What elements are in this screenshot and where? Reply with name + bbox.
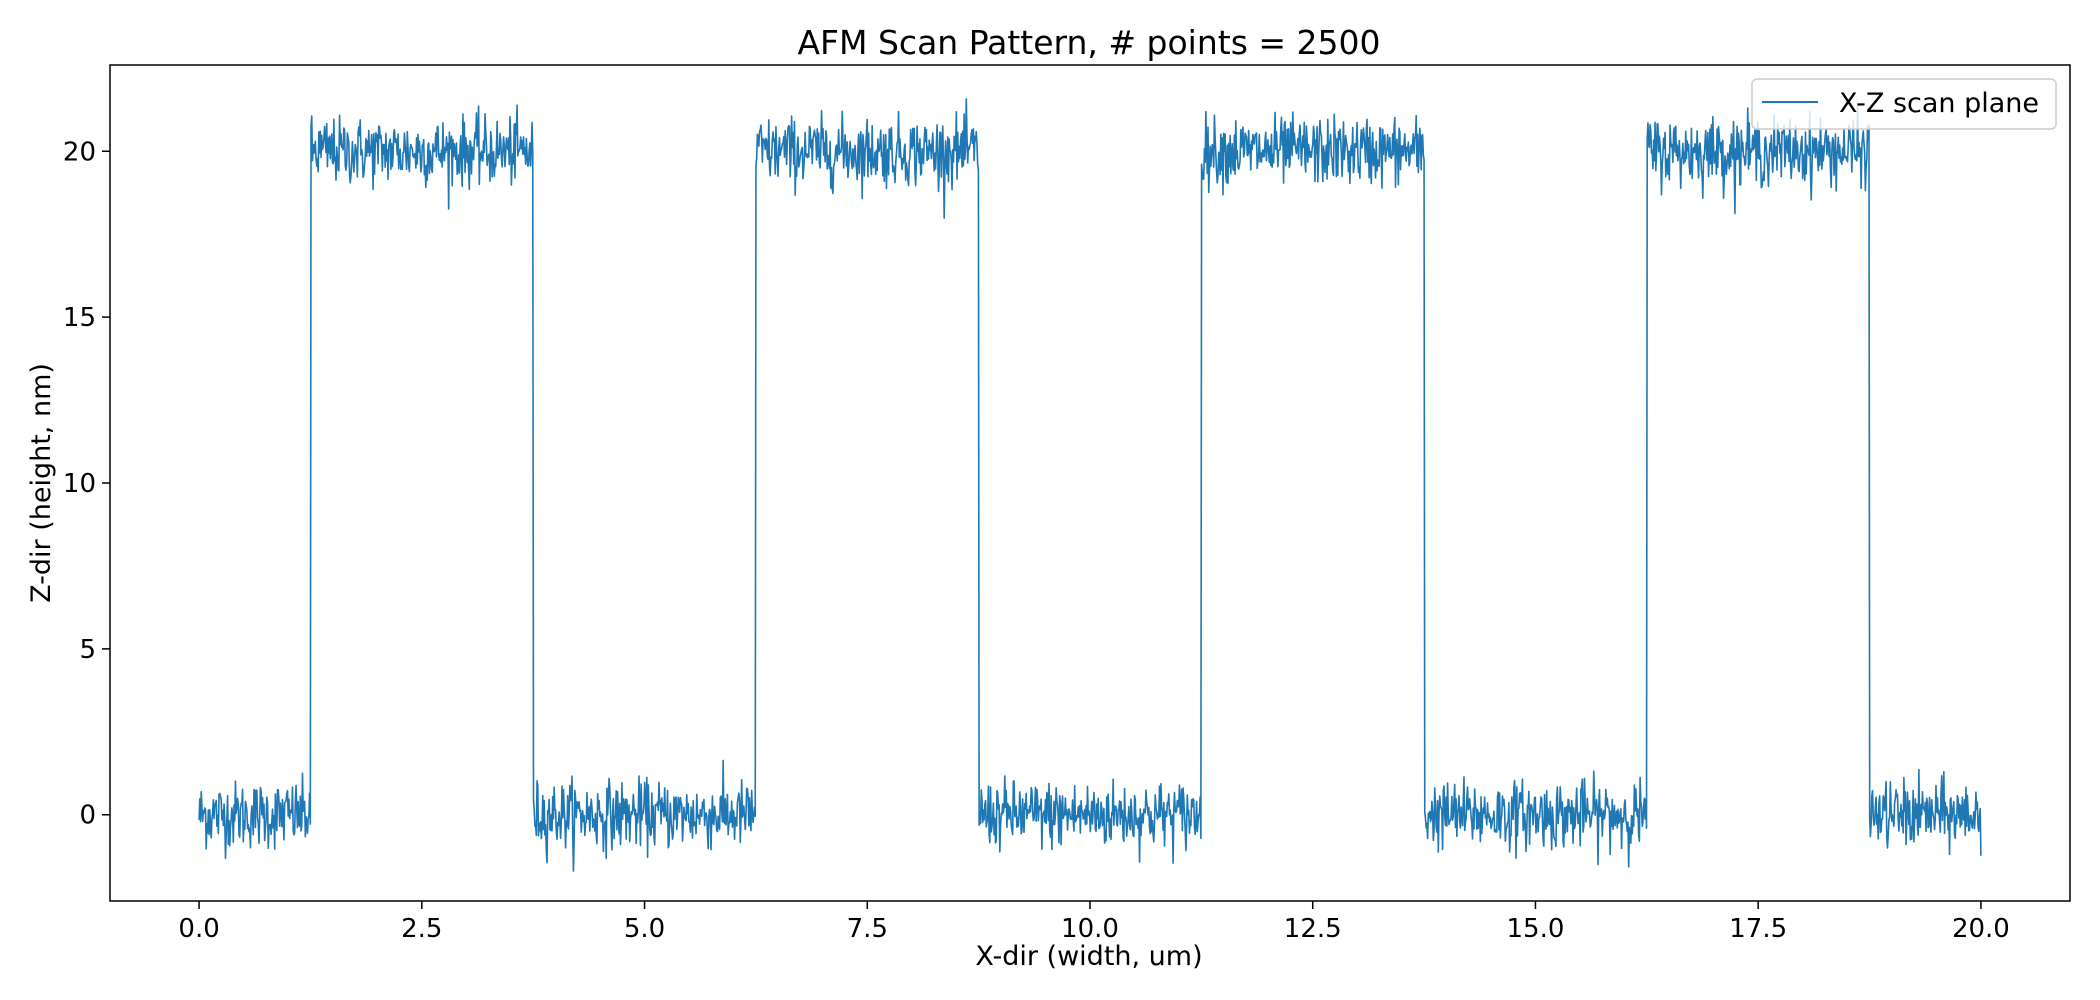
x-tick-label: 0.0 bbox=[178, 914, 219, 944]
y-tick-label: 10 bbox=[63, 469, 96, 499]
y-tick-label: 0 bbox=[79, 801, 96, 831]
legend: X-Z scan plane bbox=[1751, 78, 2057, 130]
x-tick-label: 2.5 bbox=[401, 914, 442, 944]
y-axis: 0 5 10 15 20 bbox=[63, 137, 110, 831]
x-tick-label: 7.5 bbox=[847, 914, 888, 944]
y-tick-label: 15 bbox=[63, 303, 96, 333]
x-tick-label: 20.0 bbox=[1952, 914, 2010, 944]
x-tick-label: 15.0 bbox=[1507, 914, 1565, 944]
legend-box bbox=[1751, 78, 2057, 130]
plot-series-group bbox=[198, 98, 1982, 872]
y-tick-label: 5 bbox=[79, 635, 96, 665]
x-axis-label: X-dir (width, um) bbox=[975, 941, 1202, 972]
x-tick-label: 10.0 bbox=[1061, 914, 1119, 944]
x-tick-label: 5.0 bbox=[624, 914, 665, 944]
y-axis-label: Z-dir (height, nm) bbox=[26, 363, 57, 603]
chart-title: AFM Scan Pattern, # points = 2500 bbox=[797, 23, 1380, 62]
x-tick-label: 17.5 bbox=[1729, 914, 1787, 944]
series-line-xz-scan-plane bbox=[198, 98, 1982, 872]
legend-label: X-Z scan plane bbox=[1839, 88, 2039, 119]
x-tick-label: 12.5 bbox=[1284, 914, 1342, 944]
x-axis: 0.0 2.5 5.0 7.5 10.0 12.5 15.0 17.5 20.0 bbox=[178, 901, 2010, 944]
y-tick-label: 20 bbox=[63, 137, 96, 167]
